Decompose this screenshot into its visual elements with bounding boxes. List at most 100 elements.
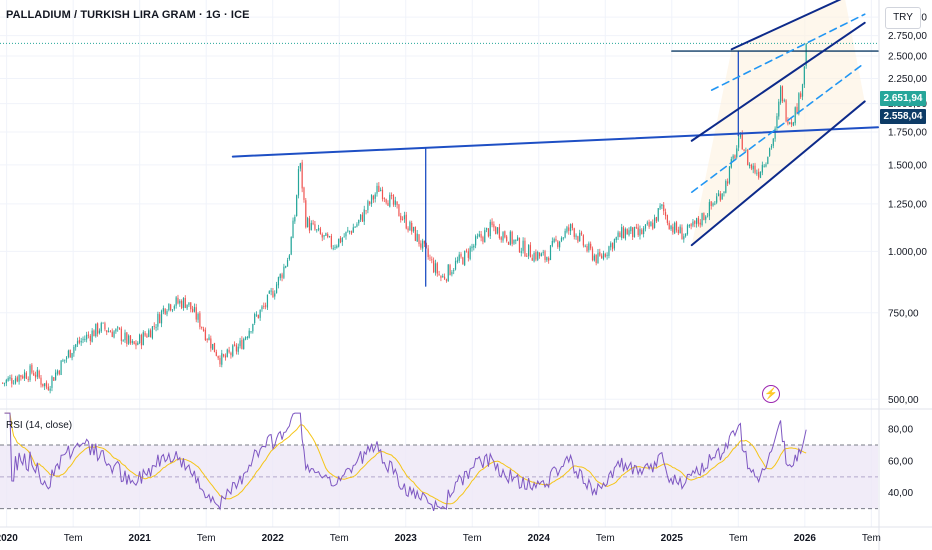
candle (396, 201, 398, 209)
channel-mid-dashed-line (690, 62, 866, 194)
candle-body (759, 171, 762, 178)
candle-body (283, 266, 285, 278)
candle (648, 219, 650, 229)
y-tick-label: 1.750,00 (888, 128, 927, 139)
candle (38, 369, 40, 379)
candle (690, 222, 692, 230)
candle (327, 232, 329, 239)
candle (117, 325, 119, 332)
candle-body (458, 254, 460, 261)
candle (517, 235, 519, 242)
candle (736, 145, 738, 159)
candle-body (403, 215, 406, 220)
candle (135, 340, 137, 350)
candle-body (401, 219, 404, 220)
candle-body (573, 228, 575, 237)
candle-body (168, 303, 170, 311)
candle-body (29, 365, 31, 381)
candle-body (349, 230, 351, 232)
candle-body (221, 353, 223, 365)
candle-body (239, 340, 241, 347)
candle-body (16, 377, 18, 382)
candle-body (674, 222, 676, 234)
candle-body (7, 378, 9, 381)
candle (53, 376, 55, 382)
candle-body (166, 311, 168, 315)
candle-body (317, 228, 320, 230)
pattern-annotations[interactable] (231, 0, 879, 287)
candle-body (250, 331, 252, 333)
candle-body (734, 155, 736, 159)
candle-body (471, 246, 473, 249)
candle-body (197, 313, 199, 320)
candle (343, 233, 345, 238)
rsi-tick-label: 40,00 (888, 488, 913, 499)
candle (674, 221, 676, 235)
candle (513, 239, 515, 245)
candle-body (60, 360, 62, 376)
candle-body (617, 232, 619, 237)
candle (407, 226, 409, 233)
candle (619, 231, 621, 238)
candle-body (398, 204, 400, 217)
candle-body (179, 300, 181, 304)
candle (120, 326, 122, 345)
candle (445, 278, 448, 283)
candle-body (453, 270, 455, 272)
candle-body (248, 330, 250, 338)
candle-body (53, 377, 55, 381)
candle (451, 270, 453, 277)
candle-body (774, 128, 776, 139)
candle (45, 380, 48, 390)
candle (321, 232, 323, 242)
candle (27, 376, 29, 383)
candle (76, 337, 79, 348)
candle-body (741, 133, 743, 150)
candle (498, 223, 500, 240)
candle-body (380, 189, 382, 192)
candle (195, 303, 197, 323)
candle-body (429, 257, 431, 259)
candle (493, 221, 495, 232)
candle-body (445, 279, 448, 281)
symbol-title[interactable]: PALLADIUM / TURKISH LIRA GRAM · 1G · ICE (6, 9, 250, 21)
candle-body (328, 236, 331, 237)
candle-body (577, 236, 579, 242)
candle (531, 254, 533, 261)
candle-body (758, 171, 760, 178)
candle-body (71, 353, 73, 358)
candle (615, 236, 617, 243)
candle-body (140, 334, 143, 346)
candle (527, 244, 530, 260)
candle (429, 254, 431, 262)
y-tick-label: 2.500,00 (888, 51, 927, 62)
candle-body (805, 43, 807, 66)
candle (595, 254, 597, 266)
candle (310, 220, 312, 231)
candle (509, 230, 511, 246)
candle (675, 220, 678, 233)
candle-body (191, 308, 194, 313)
x-tick-label: 2024 (528, 533, 551, 544)
candle-body (118, 327, 121, 330)
candle (573, 227, 575, 240)
candle (774, 126, 776, 142)
candle-body (695, 218, 698, 225)
candle-body (338, 238, 340, 247)
candle-body (210, 338, 212, 349)
rsi-indicator-label[interactable]: RSI (14, close) (6, 420, 73, 431)
candle-body (670, 225, 672, 230)
candle (758, 168, 760, 180)
flash-icon[interactable]: ⚡ (762, 385, 780, 403)
candle (279, 273, 281, 281)
candle (447, 264, 449, 282)
candle-body (363, 209, 365, 222)
currency-button[interactable]: TRY (885, 7, 921, 29)
candle-body (630, 226, 632, 232)
candle (261, 305, 263, 312)
candle-body (646, 222, 648, 224)
candle (334, 244, 336, 250)
candle-body (297, 169, 300, 196)
candle (263, 302, 265, 309)
